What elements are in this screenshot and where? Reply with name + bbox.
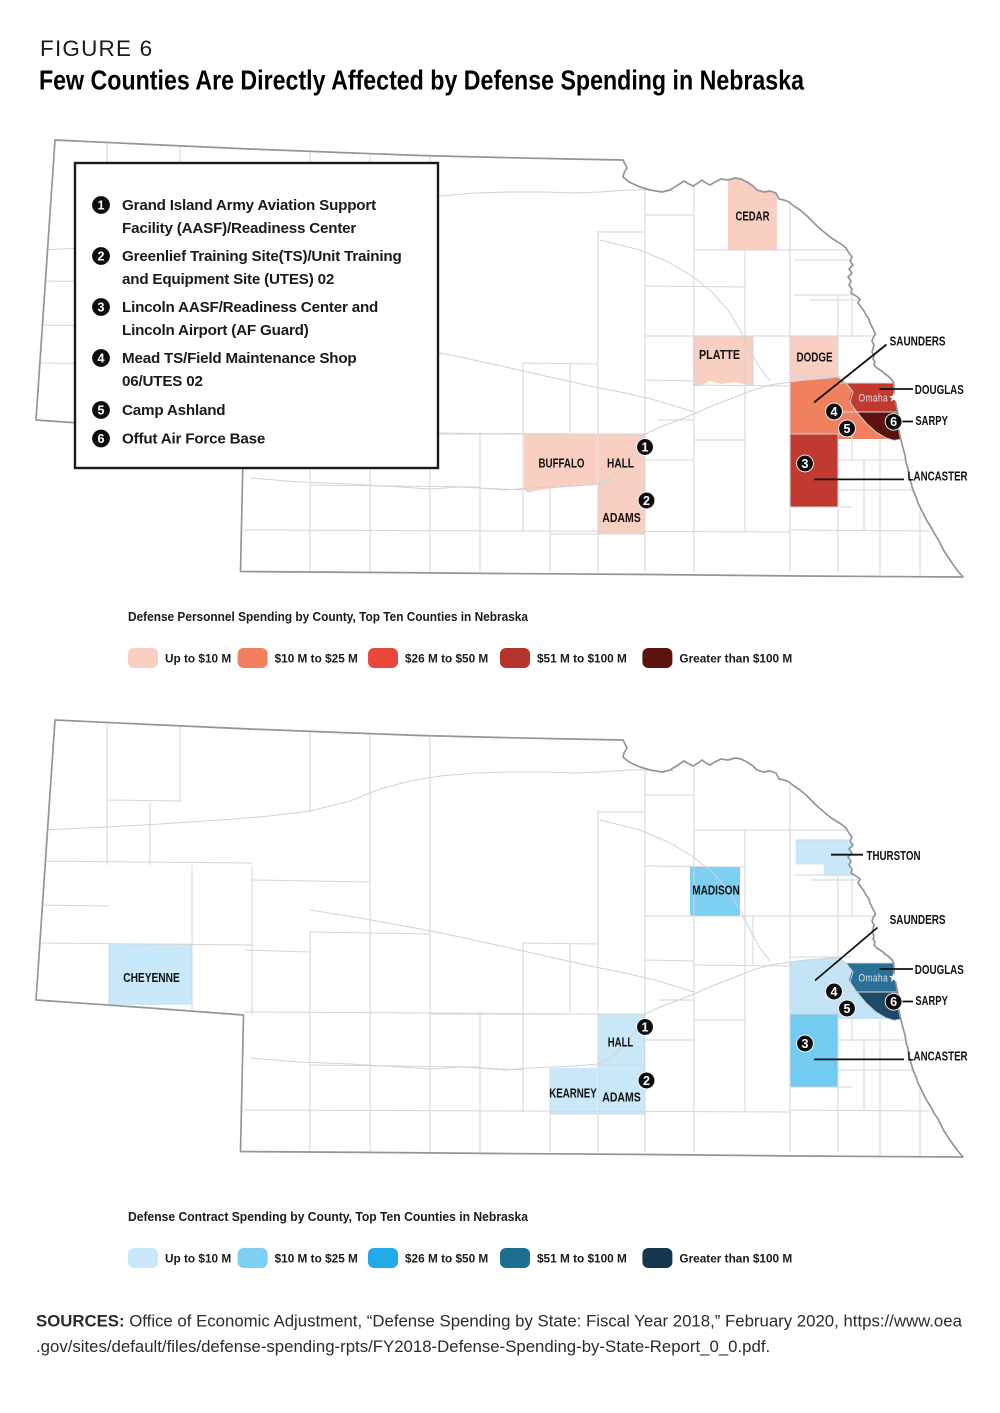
svg-text:THURSTON: THURSTON <box>867 849 921 863</box>
svg-text:$26 M to $50 M: $26 M to $50 M <box>405 1252 488 1266</box>
svg-text:Grand Island Army Aviation Sup: Grand Island Army Aviation Support <box>122 197 376 214</box>
svg-text:6: 6 <box>890 415 897 429</box>
svg-text:LANCASTER: LANCASTER <box>908 470 968 484</box>
svg-text:BUFFALO: BUFFALO <box>539 457 585 471</box>
svg-text:Mead TS/Field Maintenance Shop: Mead TS/Field Maintenance Shop <box>122 350 357 367</box>
svg-text:and Equipment Site (UTES) 02: and Equipment Site (UTES) 02 <box>122 271 334 288</box>
svg-text:$10 M to $25 M: $10 M to $25 M <box>275 1252 358 1266</box>
svg-text:SOURCES: Office of Economic Ad: SOURCES: Office of Economic Adjustment, … <box>36 1312 963 1331</box>
svg-text:5: 5 <box>98 404 105 418</box>
svg-text:1: 1 <box>642 1020 649 1034</box>
svg-text:4: 4 <box>98 352 105 366</box>
svg-text:Up to $10 M: Up to $10 M <box>165 652 231 666</box>
svg-text:5: 5 <box>844 422 851 436</box>
svg-text:Few Counties Are Directly Affe: Few Counties Are Directly Affected by De… <box>39 65 805 96</box>
svg-text:Camp Ashland: Camp Ashland <box>122 402 225 419</box>
svg-text:Greenlief Training Site(TS)/Un: Greenlief Training Site(TS)/Unit Trainin… <box>122 248 402 265</box>
svg-text:FIGURE 6: FIGURE 6 <box>40 36 153 61</box>
svg-text:4: 4 <box>831 985 838 999</box>
svg-text:2: 2 <box>643 494 650 508</box>
svg-text:Omaha: Omaha <box>859 972 889 984</box>
svg-text:2: 2 <box>643 1074 650 1088</box>
svg-text:LANCASTER: LANCASTER <box>908 1050 968 1064</box>
svg-text:ADAMS: ADAMS <box>602 511 641 525</box>
svg-text:3: 3 <box>98 301 105 315</box>
svg-text:DOUGLAS: DOUGLAS <box>915 383 964 397</box>
svg-text:HALL: HALL <box>608 1036 634 1050</box>
svg-text:SAUNDERS: SAUNDERS <box>890 913 946 927</box>
svg-text:.gov/sites/default/files/defen: .gov/sites/default/files/defense-spendin… <box>36 1337 770 1356</box>
svg-text:KEARNEY: KEARNEY <box>549 1087 597 1101</box>
svg-text:6: 6 <box>890 995 897 1009</box>
svg-text:Omaha: Omaha <box>859 392 889 404</box>
svg-text:PLATTE: PLATTE <box>699 348 740 362</box>
svg-text:SAUNDERS: SAUNDERS <box>890 335 946 349</box>
svg-text:Offut Air Force Base: Offut Air Force Base <box>122 431 265 448</box>
svg-text:Facility (AASF)/Readiness Cent: Facility (AASF)/Readiness Center <box>122 220 356 237</box>
svg-text:06/UTES 02: 06/UTES 02 <box>122 373 203 390</box>
svg-text:Greater than $100 M: Greater than $100 M <box>679 1252 792 1266</box>
svg-text:HALL: HALL <box>607 457 634 471</box>
svg-text:$51 M to $100 M: $51 M to $100 M <box>537 1252 627 1266</box>
svg-text:Lincoln AASF/Readiness Center: Lincoln AASF/Readiness Center and <box>122 299 378 316</box>
svg-text:4: 4 <box>831 405 838 419</box>
svg-text:$10 M to $25 M: $10 M to $25 M <box>275 652 358 666</box>
svg-text:Up to $10 M: Up to $10 M <box>165 1252 231 1266</box>
svg-text:1: 1 <box>98 199 105 213</box>
svg-text:Defense Personnel Spending by: Defense Personnel Spending by County, To… <box>128 609 529 624</box>
svg-text:1: 1 <box>642 440 649 454</box>
svg-text:3: 3 <box>802 457 809 471</box>
svg-text:Defense Contract Spending by C: Defense Contract Spending by County, Top… <box>128 1209 529 1224</box>
svg-text:ADAMS: ADAMS <box>602 1091 641 1105</box>
svg-text:SARPY: SARPY <box>915 994 948 1008</box>
svg-text:DOUGLAS: DOUGLAS <box>915 963 964 977</box>
svg-text:MADISON: MADISON <box>692 884 740 898</box>
svg-text:2: 2 <box>98 250 105 264</box>
svg-text:3: 3 <box>802 1037 809 1051</box>
svg-text:SARPY: SARPY <box>915 414 948 428</box>
svg-text:$26 M to $50 M: $26 M to $50 M <box>405 652 488 666</box>
svg-text:$51 M to $100 M: $51 M to $100 M <box>537 652 627 666</box>
svg-text:6: 6 <box>98 432 105 446</box>
svg-text:CHEYENNE: CHEYENNE <box>123 971 180 985</box>
svg-text:Lincoln Airport (AF Guard): Lincoln Airport (AF Guard) <box>122 322 309 339</box>
svg-text:CEDAR: CEDAR <box>736 209 770 223</box>
svg-text:DODGE: DODGE <box>797 351 833 365</box>
svg-text:5: 5 <box>844 1002 851 1016</box>
svg-text:Greater than $100 M: Greater than $100 M <box>679 652 792 666</box>
